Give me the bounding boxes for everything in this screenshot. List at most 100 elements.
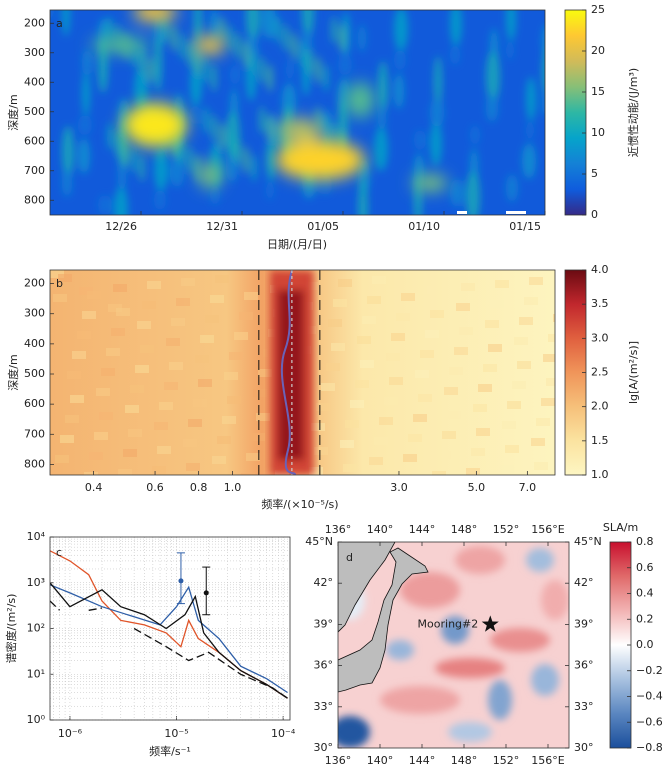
texture-cell	[488, 344, 502, 352]
mooring-marker	[481, 615, 499, 632]
texture-cell	[183, 439, 197, 447]
texture-blob	[267, 114, 273, 142]
white-mark	[506, 211, 526, 214]
texture-blob	[450, 45, 460, 65]
texture-cell	[473, 404, 487, 412]
y-axis-label: 深度/m	[6, 94, 20, 130]
texture-cell	[350, 400, 364, 408]
texture-cell	[524, 297, 538, 305]
texture-cell	[519, 317, 533, 325]
texture-blob	[291, 32, 297, 60]
texture-cell	[321, 383, 335, 391]
texture-cell	[483, 364, 497, 372]
frame	[337, 541, 570, 749]
texture-cell	[253, 389, 267, 397]
texture-blob	[190, 105, 200, 125]
texture-cell	[212, 456, 226, 464]
x-tick-label: 1.0	[224, 481, 242, 494]
panel-label: d	[346, 551, 353, 564]
texture-blob	[275, 16, 281, 44]
heatmap-image	[50, 270, 555, 475]
y-tick-label: 33°	[314, 700, 334, 713]
texture-cell	[369, 457, 383, 465]
texture-blob	[114, 187, 128, 215]
texture-blob	[243, 146, 249, 174]
colorbar-tick-label: −0.6	[636, 715, 663, 728]
texture-cell	[384, 397, 398, 405]
texture-blob	[226, 154, 238, 182]
sla-blob	[386, 640, 414, 660]
texture-cell	[372, 276, 386, 284]
texture-cell	[343, 464, 357, 472]
texture-cell	[529, 277, 543, 285]
texture-cell	[401, 293, 415, 301]
texture-blob	[374, 127, 388, 171]
texture-cell	[96, 388, 110, 396]
colorbar-tick-label: 3.0	[591, 331, 609, 344]
texture-cell	[490, 300, 504, 308]
x-axis-label: 日期/(月/日)	[267, 238, 327, 251]
texture-cell	[234, 332, 248, 340]
texture-blob	[318, 175, 332, 195]
texture-cell	[128, 429, 142, 437]
texture-blob	[506, 10, 516, 41]
texture-cell	[60, 435, 74, 443]
sla-blob	[526, 548, 554, 572]
y-tick-label: 33°	[574, 700, 594, 713]
texture-cell	[418, 394, 432, 402]
texture-cell	[181, 278, 195, 286]
texture-cell	[459, 327, 473, 335]
highlight-blob	[133, 10, 177, 22]
spectrum-line	[50, 582, 288, 699]
texture-cell	[396, 313, 410, 321]
texture-cell	[118, 469, 132, 475]
x-tick-label: 0.8	[190, 481, 208, 494]
y-tick-label: 600	[24, 134, 45, 147]
texture-cell	[137, 321, 151, 329]
texture-cell	[449, 367, 463, 375]
colorbar-tick-label: 0.0	[636, 638, 654, 651]
colorbar-tick-label: −0.2	[636, 664, 663, 677]
texture-cell	[408, 434, 422, 442]
texture-blob	[339, 24, 345, 52]
texture-blob	[338, 55, 352, 75]
texture-cell	[58, 274, 72, 282]
x-tick-label: 10⁻⁵	[164, 727, 188, 740]
texture-cell	[125, 405, 139, 413]
y-tick-label: 42°	[314, 576, 334, 589]
texture-cell	[360, 360, 374, 368]
texture-cell	[164, 382, 178, 390]
y-tick-label: 36°	[574, 659, 594, 672]
texture-cell	[224, 372, 238, 380]
texture-cell	[239, 312, 253, 320]
y-tick-label: 300	[24, 307, 45, 320]
texture-cell	[94, 432, 108, 440]
texture-cell	[130, 385, 144, 393]
texture-cell	[210, 295, 224, 303]
colorbar-tick-label: 1.5	[591, 434, 609, 447]
highlight-blob	[194, 35, 226, 55]
highlight-blob	[278, 118, 322, 142]
x-tick-label: 156°E	[531, 523, 564, 536]
texture-cell	[502, 421, 516, 429]
y-tick-label: 400	[24, 75, 45, 88]
texture-cell	[195, 355, 209, 363]
x-tick-label: 136°	[325, 523, 352, 536]
texture-cell	[169, 362, 183, 370]
texture-cell	[517, 361, 531, 369]
texture-blob	[123, 138, 129, 166]
texture-cell	[505, 445, 519, 453]
texture-blob	[78, 138, 90, 174]
texture-blob	[118, 164, 126, 192]
texture-cell	[222, 416, 236, 424]
texture-cell	[534, 462, 548, 470]
texture-cell	[50, 270, 64, 278]
colorbar-tick-label: 1.0	[591, 468, 609, 481]
texture-blob	[98, 195, 112, 215]
sla-blobs	[338, 546, 569, 748]
y-tick-label: 800	[24, 457, 45, 470]
x-tick-label: 152°	[493, 523, 520, 536]
texture-cell	[355, 380, 369, 388]
texture-blob	[283, 24, 289, 52]
colorbar	[564, 9, 587, 216]
